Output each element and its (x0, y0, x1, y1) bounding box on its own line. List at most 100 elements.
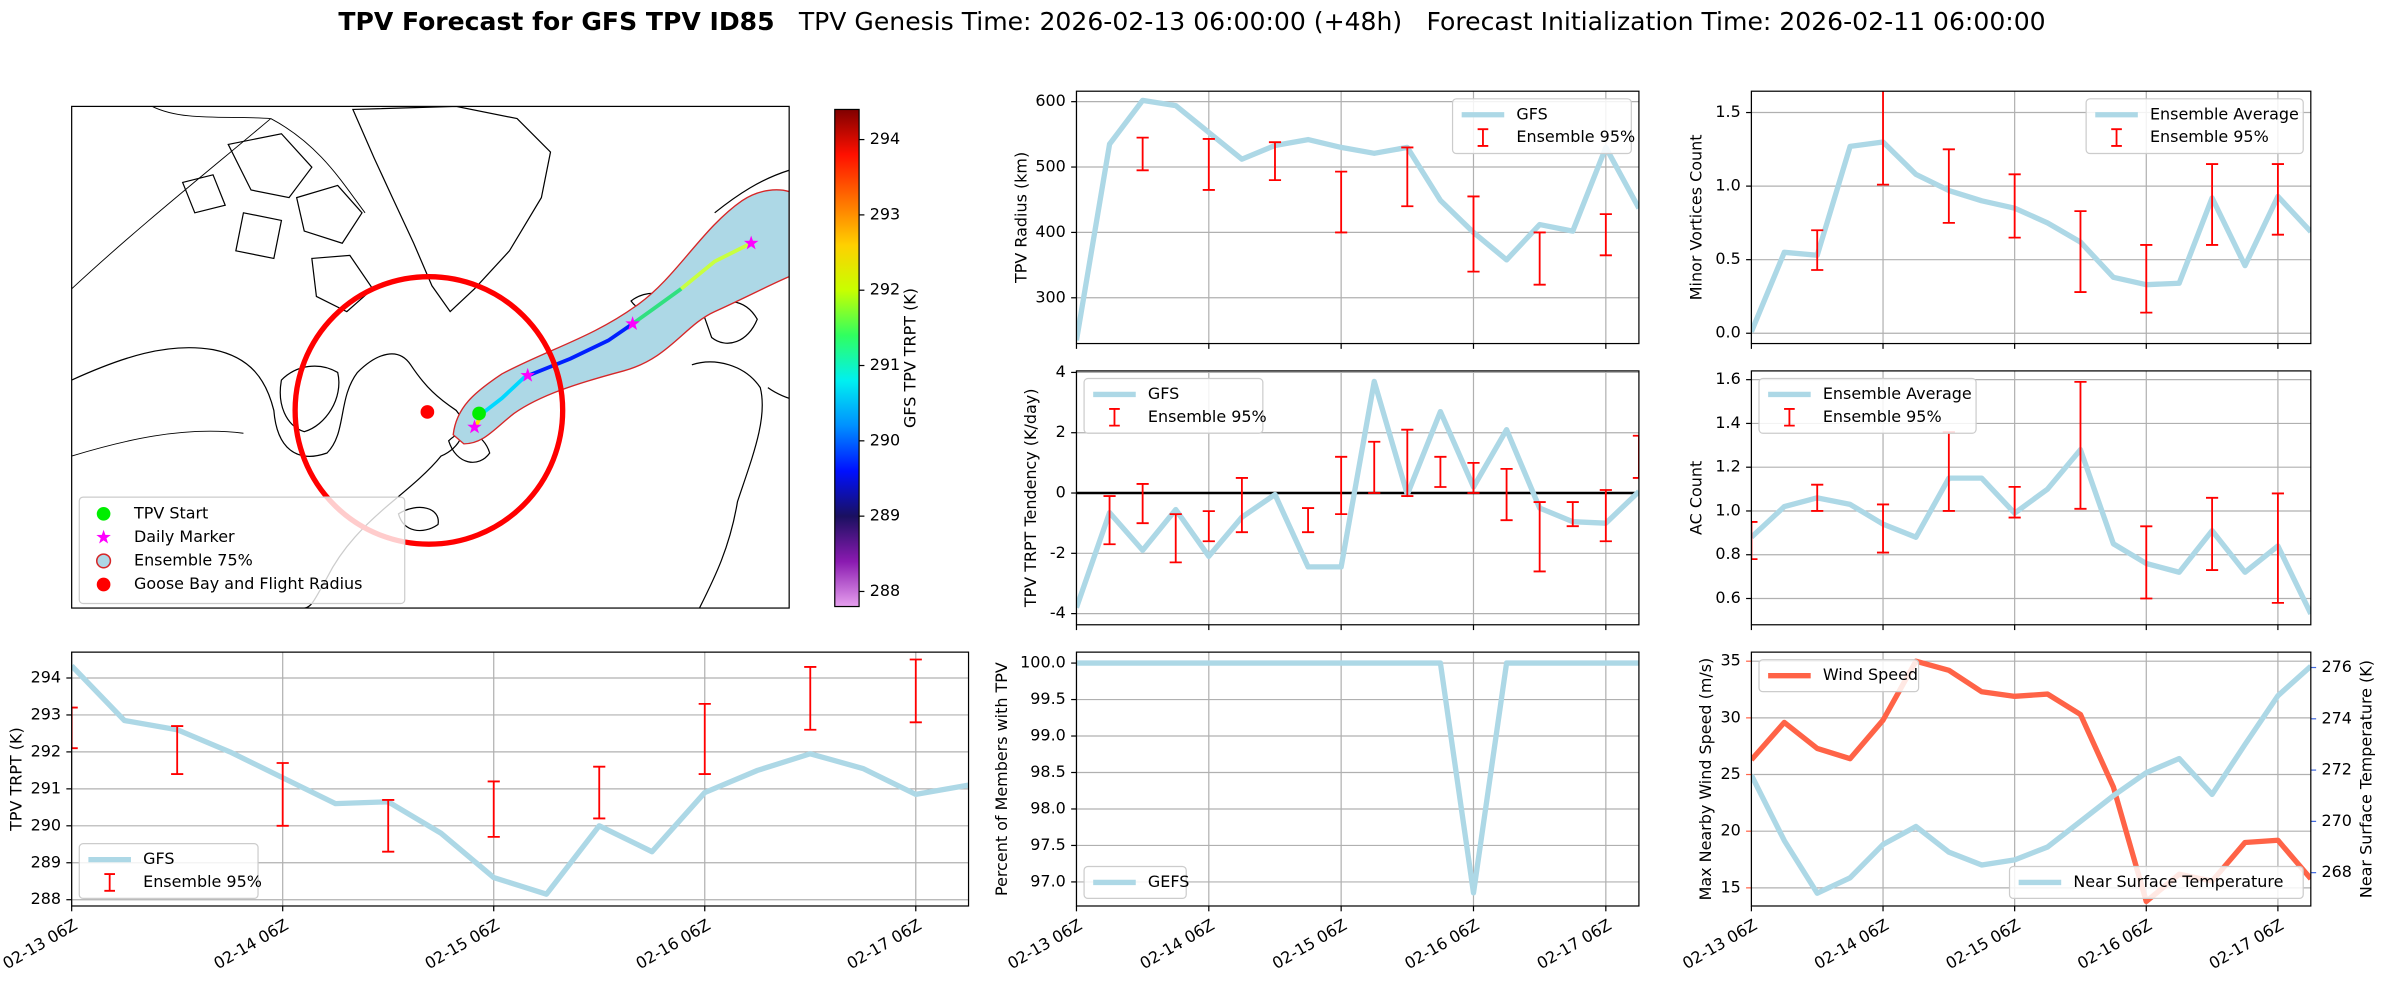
plot-frame (71, 651, 970, 907)
legend-label: Ensemble 75% (134, 550, 253, 569)
legend: GFS Ensemble 95% (1083, 377, 1267, 434)
legend-label: GFS (143, 849, 174, 868)
y-tick-label: 98.0 (1030, 798, 1066, 817)
colorbar-tick-label: 288 (870, 581, 900, 600)
series-line (1751, 447, 2311, 615)
error-bar (1632, 434, 1639, 479)
plot-frame (1075, 651, 1640, 907)
legend-label: Ensemble 95% (2150, 127, 2269, 146)
error-bar (1599, 213, 1612, 257)
error-bar (1136, 136, 1149, 172)
x-tick-label: 02-14 06Z (210, 915, 291, 973)
colorbar (834, 108, 860, 608)
colorbar-tick-label: 294 (870, 129, 900, 148)
error-bar (698, 702, 711, 775)
legend-label: Goose Bay and Flight Radius (134, 574, 363, 593)
error-bar (2140, 244, 2153, 314)
y-tick-label: 98.5 (1030, 762, 1066, 781)
error-bar (2008, 173, 2021, 239)
error-bar (2140, 525, 2153, 600)
y-tick-label: 2 (1056, 422, 1066, 441)
plot-frame (1750, 651, 2312, 907)
legend: GFS Ensemble 95% (1451, 98, 1635, 155)
error-bar (2271, 492, 2284, 604)
y2-tick-label: 276 (2321, 657, 2351, 676)
error-bar (909, 658, 922, 724)
error-bar (1811, 229, 1824, 271)
y-tick-label: 292 (31, 741, 61, 760)
x-tick-label: 02-16 06Z (632, 915, 713, 973)
plot-area (1076, 652, 1639, 906)
legend-box (78, 496, 406, 605)
genesis-time: TPV Genesis Time: 2026-02-13 06:00:00 (+… (798, 7, 1402, 36)
legend-label: TPV Start (133, 503, 208, 522)
y-tick-label: 0.8 (1715, 544, 1740, 563)
x-tick-label: 02-15 06Z (1942, 915, 2023, 973)
x-tick-label: 02-17 06Z (844, 915, 925, 973)
y-tick-label: 1.2 (1715, 457, 1740, 476)
series-line (1076, 378, 1639, 609)
legend-box (1758, 377, 1977, 434)
error-bar (171, 725, 184, 775)
colorbar-tick-label: 292 (870, 280, 900, 299)
x-tick-label: 02-13 06Z (1004, 915, 1085, 973)
legend-label: Ensemble Average (1823, 384, 1972, 403)
legend-swatch (1109, 408, 1120, 427)
y2-tick-label: 272 (2321, 760, 2351, 779)
legend-swatch (104, 873, 115, 892)
colorbar-label: GFS TPV TRPT (K) (900, 288, 919, 428)
x-tick-label: 02-17 06Z (1534, 915, 1615, 973)
error-bar (1811, 483, 1824, 512)
y-axis-label: AC Count (1686, 461, 1705, 535)
plot-frame (1750, 370, 2312, 626)
legend-box (1758, 659, 1920, 693)
error-bar (1235, 477, 1248, 534)
legend-box (2085, 98, 2304, 155)
legend: Ensemble Average Ensemble 95% (2085, 98, 2304, 155)
error-bar (1335, 455, 1348, 516)
y-tick-label: 1.0 (1715, 176, 1740, 195)
error-bar (2271, 163, 2284, 236)
error-bar (1335, 170, 1348, 234)
y-tick-label: 0.0 (1715, 323, 1740, 342)
series-line (1076, 97, 1639, 341)
error-bar (487, 780, 500, 838)
error-bar (804, 666, 817, 731)
error-bar (1751, 521, 1758, 561)
colorbar-tick-label: 291 (870, 355, 900, 374)
y-tick-label: -4 (1050, 603, 1066, 622)
y-tick-label: 15 (1720, 877, 1740, 896)
y-tick-label: 35 (1720, 651, 1740, 670)
colorbar-tick-label: 289 (870, 506, 900, 525)
legend-label: Ensemble Average (2150, 104, 2299, 123)
y2-tick-label: 268 (2321, 862, 2351, 881)
track-segment (631, 287, 683, 326)
error-bar (1368, 440, 1381, 494)
error-bar (2008, 485, 2021, 519)
series-line (71, 663, 969, 897)
borders (71, 106, 366, 457)
hudson-bay (279, 365, 340, 433)
error-bar (1533, 231, 1546, 286)
legend-label: Ensemble 95% (1148, 407, 1267, 426)
x-tick-label: 02-15 06Z (1269, 915, 1350, 973)
y-tick-label: -2 (1050, 543, 1066, 562)
y2-axis-label: Near Surface Temperature (K) (2356, 660, 2375, 898)
colorbar-tick-label: 290 (870, 430, 900, 449)
legend-label: Near Surface Temperature (2073, 872, 2283, 891)
plot-frame (1075, 370, 1640, 626)
legend-label: Daily Marker (134, 527, 235, 546)
x-tick-label: 02-14 06Z (1137, 915, 1218, 973)
y-tick-label: 1.0 (1715, 500, 1740, 519)
y-tick-label: 97.5 (1030, 835, 1066, 854)
y-axis-label: Minor Vortices Count (1686, 135, 1705, 301)
y-tick-label: 294 (31, 667, 61, 686)
series-line (1076, 660, 1639, 896)
y2-tick-label: 270 (2321, 811, 2351, 830)
y-tick-label: 1.5 (1715, 102, 1740, 121)
y-tick-label: 288 (31, 889, 61, 908)
y-axis-label: TPV TRPT Tendency (K/day) (1021, 389, 1040, 609)
greenland (351, 106, 552, 313)
y-tick-label: 25 (1720, 764, 1740, 783)
